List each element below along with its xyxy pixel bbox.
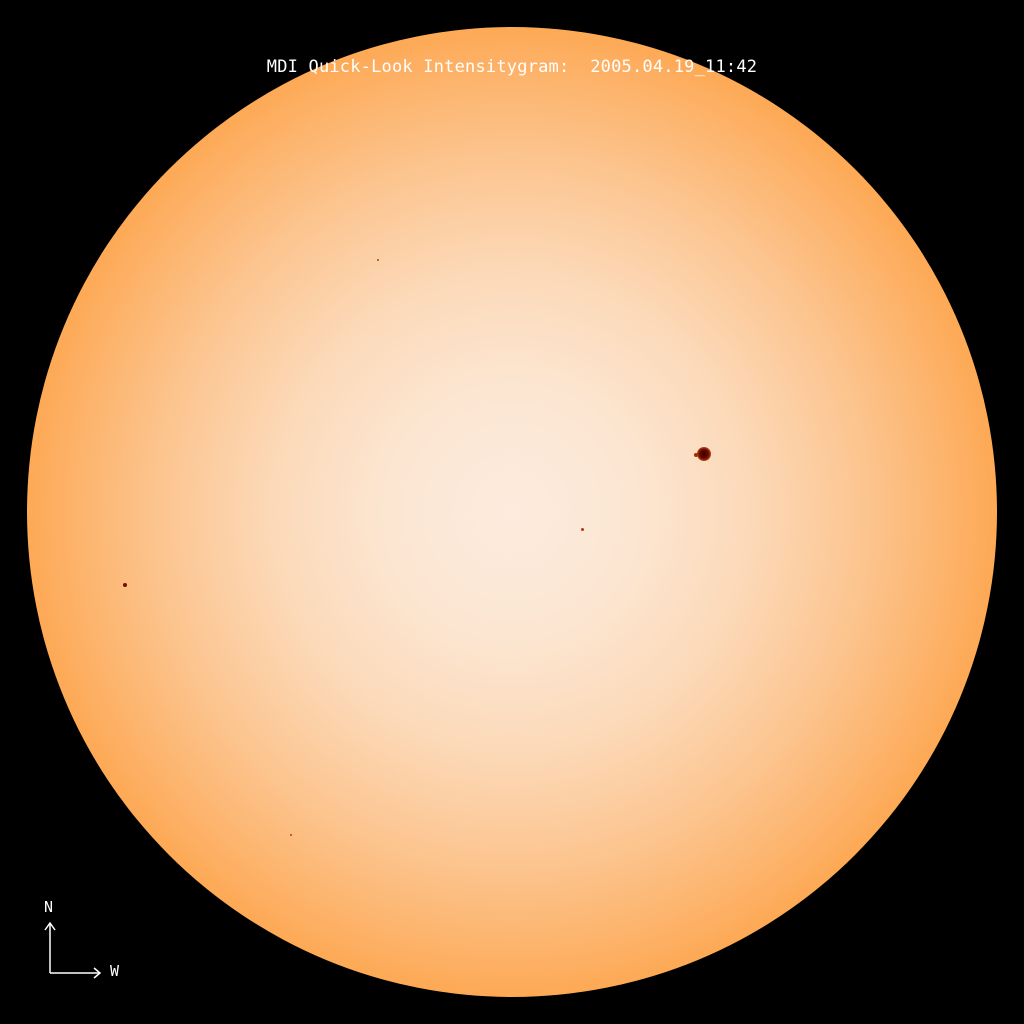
solar-disk <box>27 27 997 997</box>
sunspot-small <box>123 583 127 587</box>
compass-north-label: N <box>44 898 54 916</box>
compass-west-label: W <box>110 962 120 980</box>
sunspot-large <box>697 447 711 461</box>
sunspot-small <box>377 259 379 261</box>
image-title: MDI Quick-Look Intensitygram: 2005.04.19… <box>266 57 758 77</box>
sunspot-small <box>290 834 292 836</box>
sunspot-small <box>581 528 584 531</box>
sunspot-small <box>694 453 698 457</box>
